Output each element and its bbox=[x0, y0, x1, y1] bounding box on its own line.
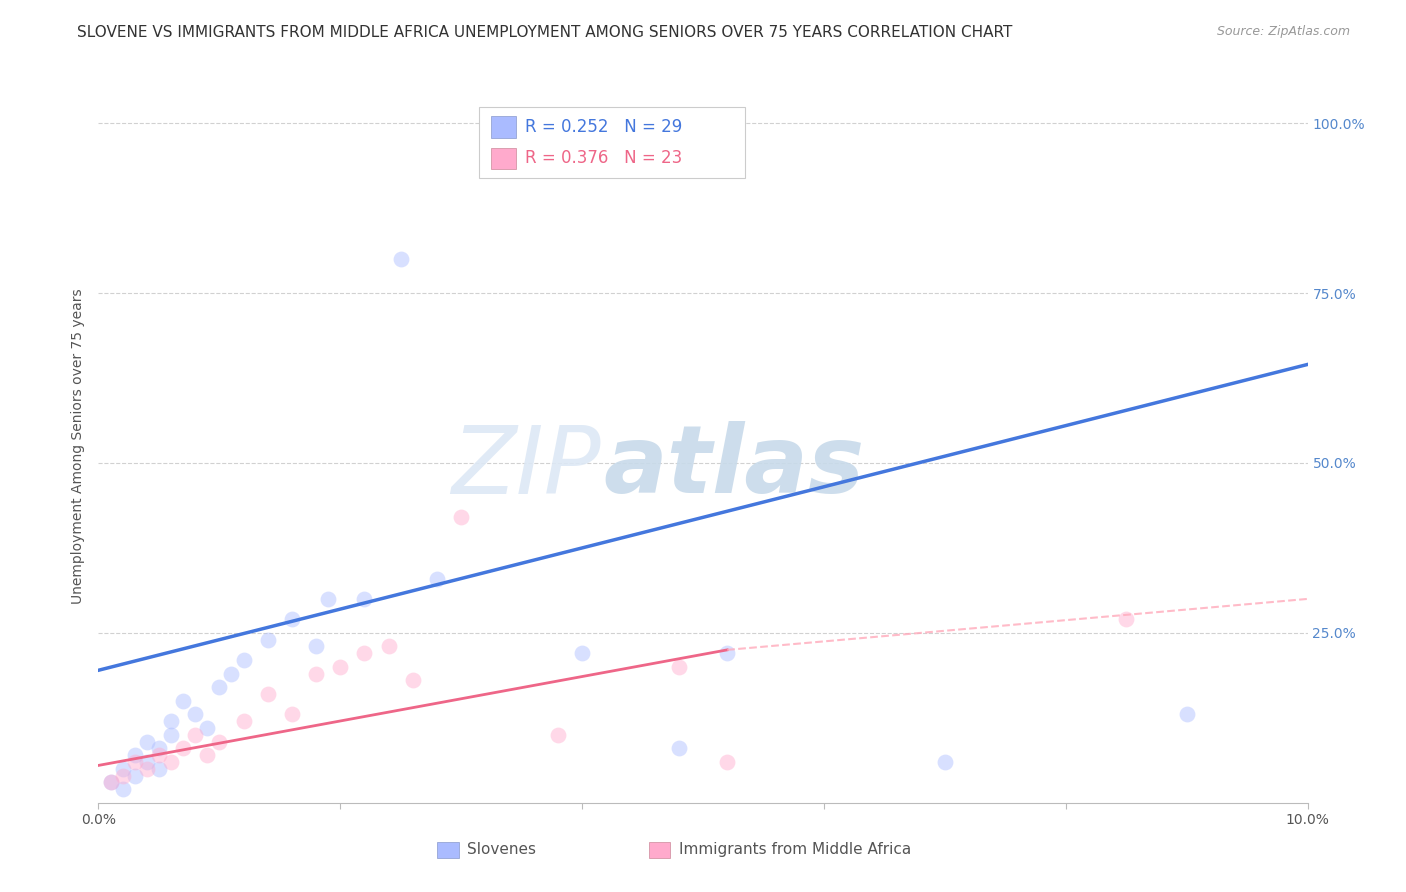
Point bbox=[195, 721, 218, 735]
Point bbox=[934, 755, 956, 769]
Point bbox=[547, 728, 569, 742]
Bar bbox=[648, 842, 671, 858]
Point bbox=[281, 707, 304, 722]
Point bbox=[1175, 707, 1198, 722]
Point bbox=[716, 646, 738, 660]
Point bbox=[716, 755, 738, 769]
Point bbox=[316, 591, 339, 606]
Text: ZIP: ZIP bbox=[450, 422, 600, 513]
Point bbox=[135, 734, 157, 748]
Point bbox=[148, 762, 170, 776]
Point bbox=[135, 755, 157, 769]
Point bbox=[1115, 612, 1137, 626]
Point bbox=[571, 646, 593, 660]
Point bbox=[160, 728, 183, 742]
Point bbox=[148, 741, 170, 756]
Text: R = 0.376   N = 23: R = 0.376 N = 23 bbox=[526, 150, 682, 168]
Point bbox=[389, 252, 412, 266]
Bar bbox=[492, 148, 516, 169]
Point bbox=[353, 591, 375, 606]
Text: atlas: atlas bbox=[603, 421, 865, 514]
Point bbox=[256, 632, 278, 647]
Text: Immigrants from Middle Africa: Immigrants from Middle Africa bbox=[679, 842, 911, 857]
Point bbox=[281, 612, 304, 626]
Point bbox=[668, 741, 690, 756]
Point bbox=[148, 748, 170, 763]
Point bbox=[232, 714, 254, 729]
Point bbox=[100, 775, 122, 789]
Point bbox=[160, 755, 183, 769]
Point bbox=[305, 666, 328, 681]
Point bbox=[160, 714, 183, 729]
Point bbox=[329, 660, 352, 674]
Point bbox=[111, 762, 134, 776]
Point bbox=[100, 775, 122, 789]
Bar bbox=[492, 116, 516, 137]
Point bbox=[208, 680, 231, 694]
Point bbox=[195, 748, 218, 763]
Point bbox=[426, 572, 449, 586]
Point bbox=[111, 769, 134, 783]
FancyBboxPatch shape bbox=[479, 107, 745, 178]
Point bbox=[172, 741, 194, 756]
Point bbox=[172, 694, 194, 708]
Point bbox=[450, 510, 472, 524]
Text: R = 0.252   N = 29: R = 0.252 N = 29 bbox=[526, 118, 682, 136]
Point bbox=[221, 666, 243, 681]
Text: SLOVENE VS IMMIGRANTS FROM MIDDLE AFRICA UNEMPLOYMENT AMONG SENIORS OVER 75 YEAR: SLOVENE VS IMMIGRANTS FROM MIDDLE AFRICA… bbox=[77, 25, 1012, 40]
Point bbox=[208, 734, 231, 748]
Point bbox=[232, 653, 254, 667]
Point bbox=[668, 660, 690, 674]
Point bbox=[305, 640, 328, 654]
Point bbox=[256, 687, 278, 701]
Text: Slovenes: Slovenes bbox=[467, 842, 536, 857]
Point bbox=[184, 707, 207, 722]
Bar bbox=[437, 842, 458, 858]
Text: Source: ZipAtlas.com: Source: ZipAtlas.com bbox=[1216, 25, 1350, 38]
Y-axis label: Unemployment Among Seniors over 75 years: Unemployment Among Seniors over 75 years bbox=[70, 288, 84, 604]
Point bbox=[111, 782, 134, 797]
Point bbox=[184, 728, 207, 742]
Point bbox=[377, 640, 399, 654]
Point bbox=[353, 646, 375, 660]
Point bbox=[124, 755, 146, 769]
Point bbox=[124, 769, 146, 783]
Point bbox=[135, 762, 157, 776]
Point bbox=[402, 673, 425, 688]
Point bbox=[124, 748, 146, 763]
